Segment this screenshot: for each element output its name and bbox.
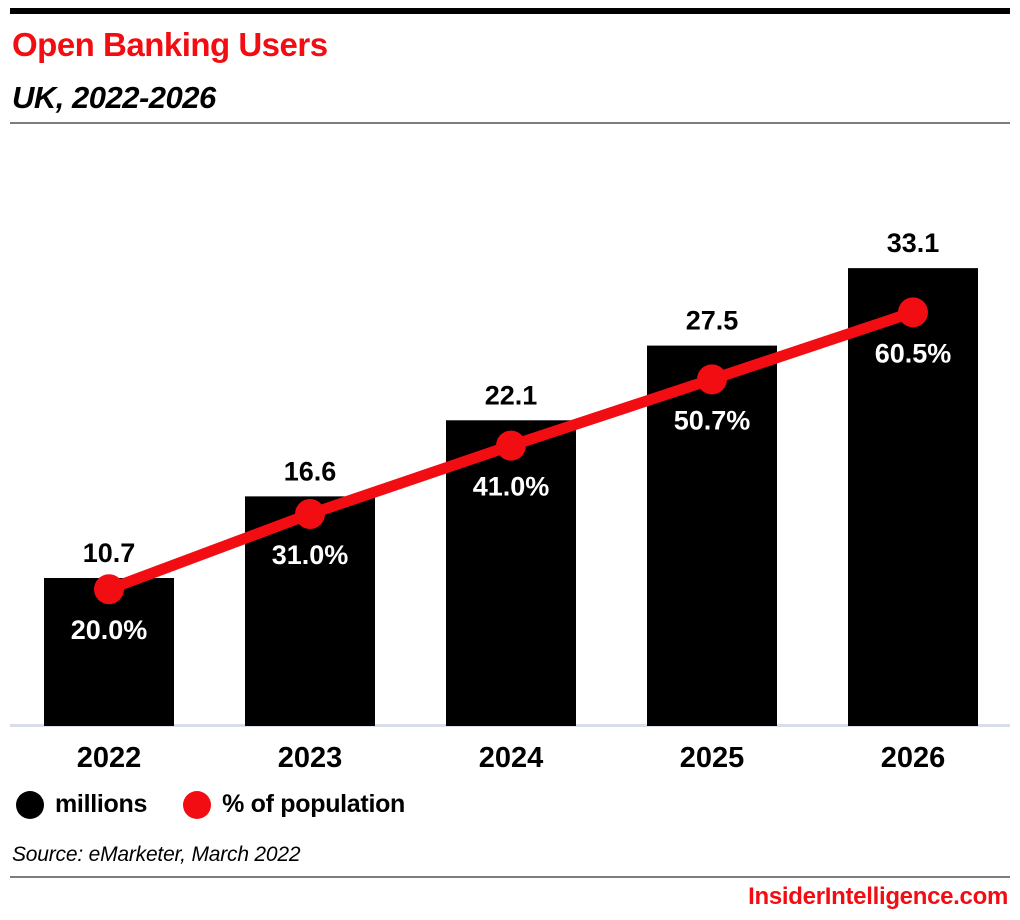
bar-value-label-2025: 27.5 [686,306,739,336]
legend-label-pct-of-population: % of population [222,790,406,818]
legend-item-millions: millions [16,790,147,819]
pct-value-label-2024: 41.0% [473,472,550,502]
line-dot-2022 [94,574,124,605]
bar-value-label-2023: 16.6 [284,456,337,486]
pct-value-label-2022: 20.0% [71,615,148,645]
pct-value-label-2026: 60.5% [875,338,952,368]
footer-divider [10,876,1010,878]
millions-legend-dot-icon [16,790,44,819]
line-dot-2025 [697,364,727,395]
pct-value-label-2023: 31.0% [272,540,349,570]
source-note: Source: eMarketer, March 2022 [12,843,301,866]
page-subtitle: UK, 2022-2026 [12,80,216,115]
line-dot-2023 [295,499,325,530]
top-accent-bar [10,8,1010,14]
pct-value-label-2025: 50.7% [674,405,751,435]
header-divider [10,122,1010,124]
x-axis-label-2022: 2022 [77,742,142,774]
line-dot-2024 [496,430,526,461]
bar-value-label-2022: 10.7 [83,538,136,568]
footer-site-name: InsiderIntelligence.com [748,883,1008,910]
x-axis-label-2023: 2023 [278,742,343,774]
bar-value-label-2024: 22.1 [485,380,538,410]
x-axis-label-2026: 2026 [881,742,946,774]
bar-2024 [446,420,576,726]
x-axis-label-2024: 2024 [479,742,544,774]
line-dot-2026 [898,297,928,328]
bar-value-label-2026: 33.1 [887,228,940,258]
legend-label-millions: millions [55,790,148,818]
legend: millions % of population [16,790,405,819]
pct-of-population-legend-dot-icon [183,790,212,819]
bar-2026 [848,268,978,726]
legend-item-pct-of-population: % of population [183,790,405,819]
x-axis-label-2025: 2025 [680,742,745,774]
bar-2025 [647,345,777,726]
page-title: Open Banking Users [12,26,328,63]
